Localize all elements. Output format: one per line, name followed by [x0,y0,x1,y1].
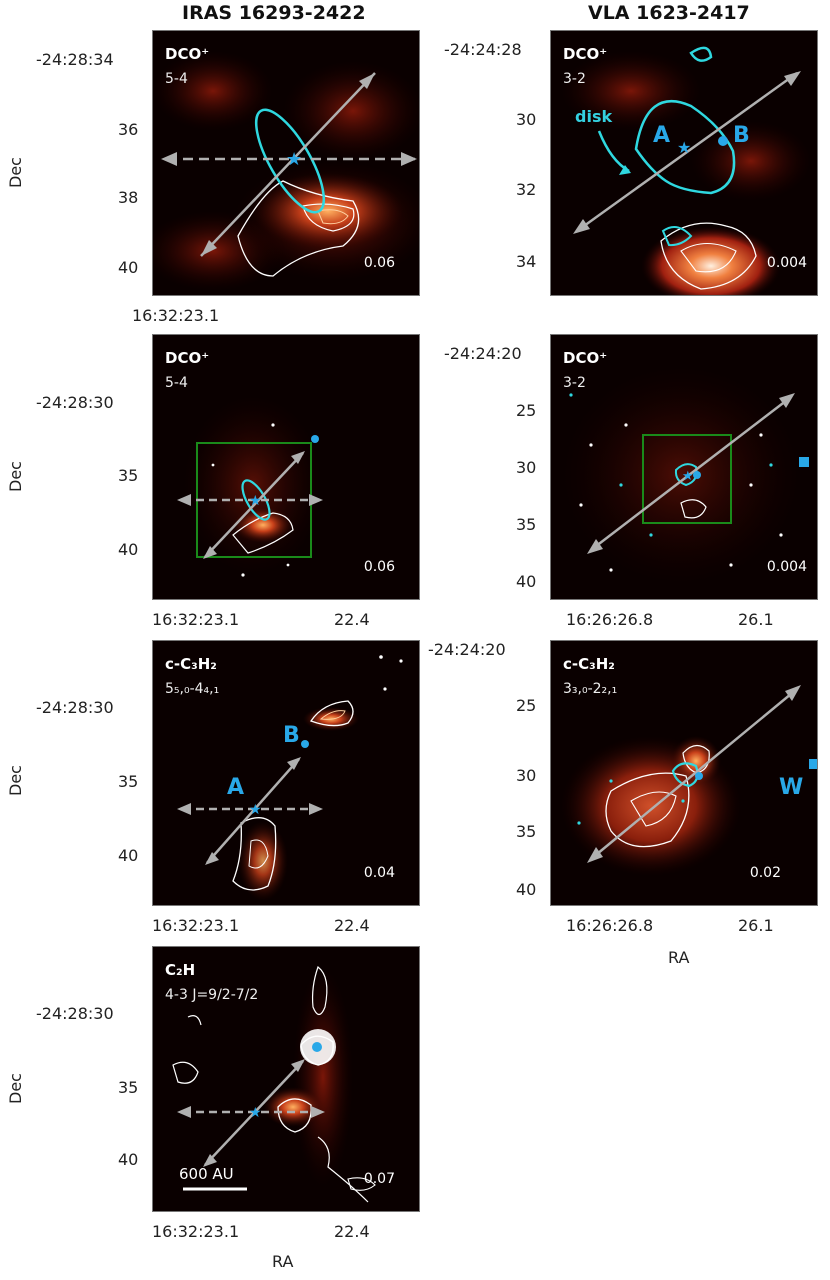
p6-ytick-0: -24:24:20 [428,640,506,659]
p2-ytick-2: 32 [516,180,537,199]
p1-xtick-0: 16:32:23.1 [132,306,220,325]
transition-label: 5-4 [165,71,188,87]
source-b-label: B [733,123,750,148]
transition-label: 3₃,₀-2₂,₁ [563,681,618,697]
star-marker-icon: ★ [677,138,691,157]
p3-ytick-1: 35 [118,466,139,485]
p3-ylabel: Dec [6,461,25,492]
p5-xtick-1: 22.4 [334,916,370,935]
emission-map: ★ [153,31,419,295]
rms-label: 0.02 [749,865,781,881]
panel-vla-dco-zoom: ★ DCO⁺ 3-2 disk A B 0.004 [550,30,818,296]
molecule-label: c-C₃H₂ [165,655,217,673]
p7-xlabel: RA [272,1252,294,1271]
p3-ytick-2: 40 [118,540,139,559]
p6-ytick-1: 25 [516,696,537,715]
p7-xtick-0: 16:32:23.1 [152,1222,240,1241]
rms-label: 0.004 [766,559,807,575]
transition-label: 3-2 [563,71,586,87]
p1-ytick-0: -24:28:34 [36,50,114,69]
p5-xtick-0: 16:32:23.1 [152,916,240,935]
p7-ytick-1: 35 [118,1078,139,1097]
p3-ytick-0: -24:28:30 [36,393,114,412]
rms-label: 0.07 [363,1171,395,1187]
p6-xtick-1: 26.1 [738,916,774,935]
p3-xtick-0: 16:32:23.1 [152,610,240,629]
transition-label: 5₅,₀-4₄,₁ [165,681,220,697]
transition-label: 4-3 J=9/2-7/2 [165,987,259,1003]
source-a-label: A [653,123,671,148]
svg-text:★: ★ [249,1105,262,1121]
p5-ytick-1: 35 [118,772,139,791]
p4-ytick-4: 40 [516,572,537,591]
panel-iras-c2h: ★ C₂H 4-3 J=9/2-7/2 600 AU 0.07 [152,946,420,1212]
rms-label: 0.004 [766,255,807,271]
p1-ytick-3: 40 [118,258,139,277]
p7-ytick-0: -24:28:30 [36,1004,114,1023]
p7-xtick-1: 22.4 [334,1222,370,1241]
rms-label: 0.06 [363,255,395,271]
p2-ytick-3: 34 [516,252,537,271]
svg-text:★: ★ [249,493,262,509]
p5-ytick-2: 40 [118,846,139,865]
panel-vla-c3h2: c-C₃H₂ 3₃,₀-2₂,₁ W 0.02 [550,640,818,906]
rms-label: 0.06 [363,559,395,575]
p7-ytick-2: 40 [118,1150,139,1169]
outflow-arrow [200,72,376,257]
p4-xtick-1: 26.1 [738,610,774,629]
rms-label: 0.04 [363,865,395,881]
transition-label: 5-4 [165,375,188,391]
p3-xtick-1: 22.4 [334,610,370,629]
p2-ytick-1: 30 [516,110,537,129]
p1-ytick-1: 36 [118,120,139,139]
p4-ytick-1: 25 [516,401,537,420]
svg-text:★: ★ [682,469,694,484]
p1-ylabel: Dec [6,157,25,188]
molecule-label: DCO⁺ [563,349,608,367]
p6-ytick-3: 35 [516,822,537,841]
molecule-label: DCO⁺ [563,45,608,63]
molecule-label: C₂H [165,961,196,979]
source-w-marker [799,457,809,467]
molecule-label: DCO⁺ [165,45,210,63]
source-a-label: A [227,775,245,800]
p6-ytick-2: 30 [516,766,537,785]
p4-xtick-0: 16:26:26.8 [566,610,654,629]
p4-ytick-2: 30 [516,458,537,477]
molecule-label: c-C₃H₂ [563,655,615,673]
right-column-title: VLA 1623-2417 [588,2,750,24]
scalebar-label: 600 AU [179,1165,234,1183]
p1-ytick-2: 38 [118,188,139,207]
source-b-marker [718,136,728,146]
p4-ytick-3: 35 [516,515,537,534]
source-b-label: B [283,723,300,748]
source-w-label: W [779,775,804,800]
p7-ylabel: Dec [6,1073,25,1104]
p6-ytick-4: 40 [516,880,537,899]
panel-iras-c3h2: ★ c-C₃H₂ 5₅,₀-4₄,₁ A B 0.04 [152,640,420,906]
panel-vla-dco-wide: ★ DCO⁺ 3-2 0.004 [550,334,818,600]
p6-xlabel: RA [668,948,690,967]
transition-label: 3-2 [563,375,586,391]
p4-ytick-0: -24:24:20 [444,344,522,363]
p5-ytick-0: -24:28:30 [36,698,114,717]
molecule-label: DCO⁺ [165,349,210,367]
panel-iras-dco-zoom: ★ DCO⁺ 5-4 0.06 [152,30,420,296]
p5-ylabel: Dec [6,765,25,796]
panel-iras-dco-wide: ★ DCO⁺ 5-4 0.06 [152,334,420,600]
p2-ytick-0: -24:24:28 [444,40,522,59]
disk-annotation: disk [575,107,613,126]
star-marker-icon: ★ [286,149,302,170]
p6-xtick-0: 16:26:26.8 [566,916,654,935]
left-column-title: IRAS 16293-2422 [182,2,366,24]
svg-text:★: ★ [249,802,262,818]
